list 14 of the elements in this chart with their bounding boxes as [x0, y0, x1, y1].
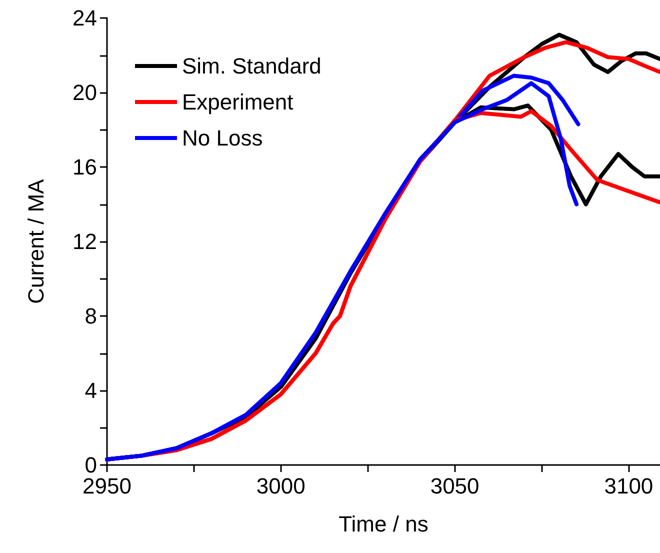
legend-label: No Loss	[182, 126, 263, 150]
y-tick-label: 20	[72, 80, 97, 105]
legend-label: Experiment	[182, 90, 294, 114]
x-tick-label: 3100	[604, 474, 654, 498]
y-axis-title: Current / MA	[24, 178, 48, 304]
legend-label: Sim. Standard	[182, 54, 322, 78]
x-axis-title: Time / ns	[338, 512, 428, 536]
y-tick-label: 24	[72, 6, 97, 30]
y-tick-label: 8	[84, 304, 97, 328]
x-tick-label: 3050	[430, 474, 480, 498]
x-tick-label: 3000	[256, 474, 306, 498]
y-tick-label: 4	[84, 378, 97, 403]
y-tick-label: 12	[72, 229, 97, 254]
y-tick-label: 16	[72, 154, 97, 180]
